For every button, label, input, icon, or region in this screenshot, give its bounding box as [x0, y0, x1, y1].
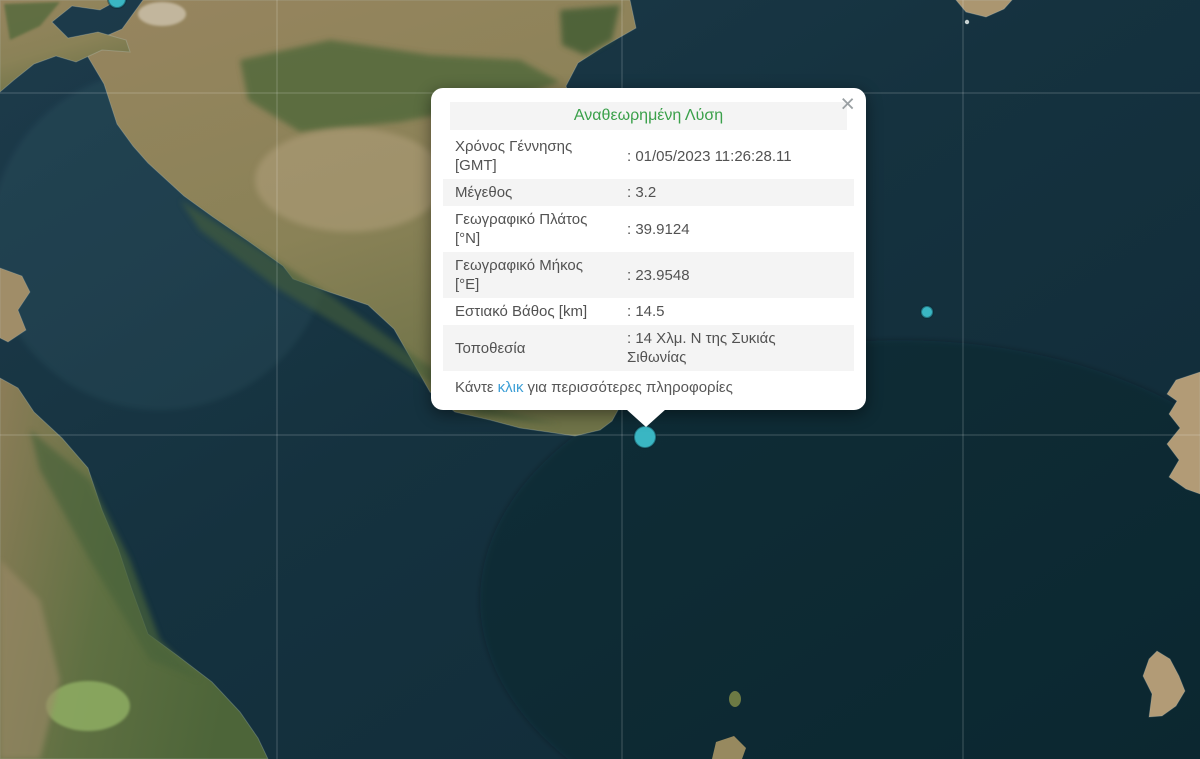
land-island-right	[1166, 371, 1200, 495]
table-row: Γεωγραφικό Πλάτος [°N] : 39.9124	[443, 206, 854, 252]
land-cape-left	[0, 267, 31, 343]
row-value: : 39.9124	[627, 220, 690, 238]
row-value: : 14 Χλμ. N της Συκιάς Σιθωνίας	[627, 330, 776, 366]
table-row: Μέγεθος : 3.2	[443, 179, 854, 206]
row-label: Μέγεθος	[455, 184, 513, 201]
earthquake-marker[interactable]	[107, 0, 127, 9]
row-label: Χρόνος Γέννησης [GMT]	[455, 138, 573, 174]
row-label: Γεωγραφικό Μήκος [°E]	[455, 257, 583, 293]
terrain-plain	[0, 560, 60, 759]
table-row: Εστιακό Βάθος [km] : 14.5	[443, 298, 854, 325]
row-label: Εστιακό Βάθος [km]	[455, 303, 588, 320]
terrain-forest	[4, 2, 60, 40]
row-label: Γεωγραφικό Πλάτος [°N]	[455, 211, 588, 247]
close-icon[interactable]: ×	[840, 90, 855, 118]
earthquake-marker[interactable]	[920, 305, 934, 319]
row-label: Τοποθεσία	[455, 339, 526, 357]
row-value: : 23.9548	[627, 266, 690, 284]
row-value: : 3.2	[627, 184, 657, 201]
table-row: Χρόνος Γέννησης [GMT] : 01/05/2023 11:26…	[443, 133, 854, 179]
row-value: : 14.5	[627, 303, 665, 320]
land-islet-bottom	[712, 736, 746, 759]
popup-tail	[626, 409, 666, 427]
earthquake-marker[interactable]	[633, 425, 657, 449]
land-athos-tip	[955, 0, 1013, 18]
terrain-forest	[240, 40, 560, 132]
islet-green	[729, 691, 741, 707]
more-info-link[interactable]: κλικ	[497, 379, 524, 396]
land-island-bottom-right	[1142, 650, 1186, 718]
popup-table: Χρόνος Γέννησης [GMT] : 01/05/2023 11:26…	[443, 133, 854, 371]
popup-footer: Κάντε κλικ για περισσότερες πληροφορίες	[443, 371, 854, 400]
terrain-plain	[255, 128, 445, 232]
earthquake-popup: × Αναθεωρημένη Λύση Χρόνος Γέννησης [GMT…	[431, 88, 866, 427]
footer-text: Κάντε	[455, 379, 494, 396]
terrain-beach	[138, 2, 186, 26]
footer-text: για περισσότερες πληροφορίες	[527, 379, 733, 396]
sea-shade	[480, 340, 1200, 759]
terrain-forest	[30, 430, 200, 680]
terrain-fields	[46, 681, 130, 731]
islet	[964, 19, 970, 25]
table-row: Γεωγραφικό Μήκος [°E] : 23.9548	[443, 252, 854, 298]
row-value: : 01/05/2023 11:26:28.11	[627, 147, 792, 165]
popup-title: Αναθεωρημένη Λύση	[450, 102, 847, 130]
table-row: Τοποθεσία : 14 Χλμ. N της Συκιάς Σιθωνία…	[443, 325, 854, 371]
terrain-forest	[560, 5, 620, 55]
